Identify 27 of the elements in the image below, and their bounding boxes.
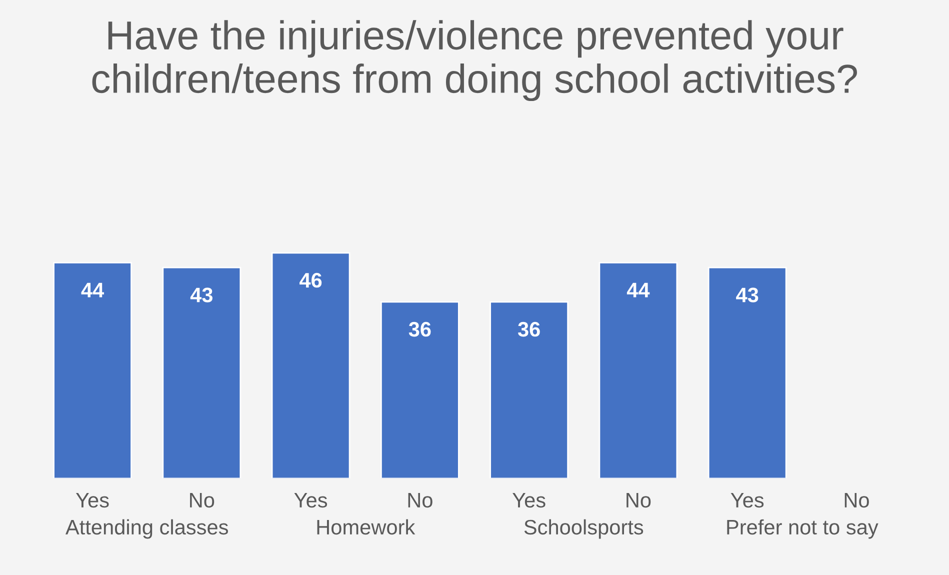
chart-title: Have the injuries/violence prevented your children/teens from doing school activities?: [92, 20, 857, 102]
bar: [598, 262, 678, 478]
text: Homework: [317, 519, 416, 535]
data-label: 43: [736, 288, 758, 302]
bar: [271, 252, 350, 478]
text: Schoolsports: [524, 519, 644, 539]
x-tick-label: Yes: [730, 493, 764, 508]
text: Prefer not to say: [727, 519, 878, 539]
bar: [53, 262, 132, 478]
text: Attending classes: [65, 519, 228, 539]
bar: [380, 301, 460, 478]
data-label: 36: [408, 322, 431, 337]
x-tick-label: No: [844, 493, 869, 508]
x-tick-label: Yes: [512, 493, 546, 508]
bar: [708, 266, 787, 478]
bar: [490, 301, 569, 478]
x-tick-label: No: [190, 493, 214, 508]
x-tick-label: Yes: [76, 493, 109, 508]
data-label: 44: [626, 282, 650, 298]
x-tick-label: No: [408, 493, 432, 508]
x-tick-label: No: [626, 493, 651, 508]
data-label: 46: [300, 272, 322, 288]
x-tick-label: Yes: [294, 493, 328, 508]
data-label: 44: [81, 282, 104, 298]
data-label: 43: [190, 288, 212, 302]
data-label: 36: [518, 322, 540, 337]
bar: [162, 266, 242, 478]
